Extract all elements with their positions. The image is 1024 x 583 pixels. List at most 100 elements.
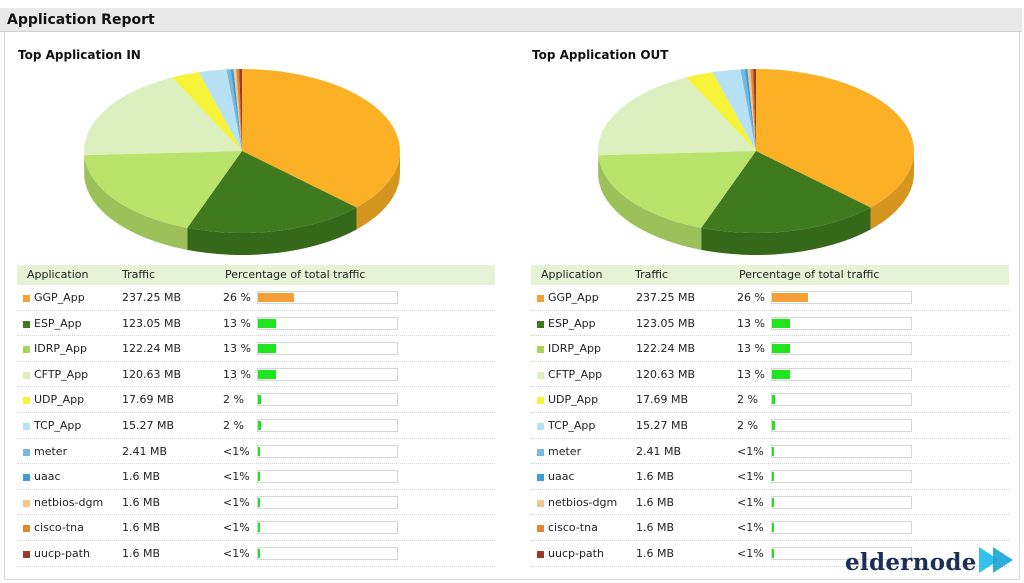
table-row: UDP_App 17.69 MB 2 %	[17, 387, 495, 413]
percentage-bar-fill	[772, 420, 775, 430]
pie-slice-uaac	[744, 69, 756, 151]
table-row: ESP_App 123.05 MB 13 %	[17, 311, 495, 337]
column-header-percentage: Percentage of total traffic	[739, 268, 880, 281]
percentage-text: 26 %	[223, 291, 251, 304]
pie-slice-idrp_app	[598, 151, 756, 228]
application-name: IDRP_App	[34, 342, 87, 356]
pie-chart-out	[596, 69, 916, 297]
table-row: netbios-dgm 1.6 MB <1%	[531, 490, 1009, 516]
eldernode-logo: eldernode	[845, 545, 1021, 579]
panel-top-application-out: Top Application OUT Application Traffic …	[518, 32, 1010, 578]
percentage-bar	[771, 393, 912, 407]
percentage-bar	[771, 444, 912, 458]
application-name: uaac	[548, 470, 575, 484]
table-row: uaac 1.6 MB <1%	[531, 464, 1009, 490]
pie-slice-meter	[226, 69, 242, 151]
report-title: Application Report	[7, 12, 155, 28]
percentage-bar-fill	[772, 318, 790, 328]
traffic-value: 122.24 MB	[122, 342, 182, 356]
legend-swatch	[537, 397, 544, 405]
application-name: uucp-path	[34, 546, 90, 560]
application-name: GGP_App	[34, 291, 85, 304]
application-name: IDRP_App	[548, 342, 601, 356]
legend-swatch	[537, 320, 544, 328]
percentage-bar	[257, 418, 398, 432]
pie-slice-side	[187, 207, 357, 255]
percentage-text: <1%	[737, 546, 764, 560]
pie-slice-esp_app	[701, 151, 871, 233]
traffic-value: 1.6 MB	[122, 546, 161, 560]
application-name: ESP_App	[34, 316, 82, 330]
table-row: cisco-tna 1.6 MB <1%	[531, 515, 1009, 541]
application-name: CFTP_App	[548, 367, 603, 381]
pie-slice-udp_app	[172, 72, 242, 151]
traffic-value: 1.6 MB	[636, 521, 675, 535]
percentage-text: <1%	[223, 546, 250, 560]
table-row: GGP_App 237.25 MB 26 %	[17, 285, 495, 311]
percentage-bar-fill	[772, 472, 774, 482]
legend-swatch	[537, 422, 544, 430]
percentage-bar-fill	[772, 548, 774, 558]
percentage-text: 13 %	[223, 367, 251, 381]
percentage-bar-fill	[258, 293, 294, 302]
column-header-traffic: Traffic	[635, 268, 669, 281]
panel-title: Top Application IN	[18, 48, 141, 62]
percentage-bar	[257, 546, 398, 560]
traffic-value: 15.27 MB	[636, 418, 689, 432]
legend-swatch	[537, 550, 544, 558]
legend-swatch	[537, 295, 544, 302]
traffic-value: 120.63 MB	[122, 367, 182, 381]
pie-slice-netbios-dgm	[747, 69, 756, 151]
table-row: IDRP_App 122.24 MB 13 %	[531, 336, 1009, 362]
legend-swatch	[23, 397, 30, 405]
pie-slice-side	[598, 155, 702, 250]
pie-slice-esp_app	[187, 151, 357, 233]
pie-slice-ggp_app	[242, 69, 400, 208]
application-name: netbios-dgm	[34, 495, 104, 509]
percentage-bar-fill	[772, 446, 774, 456]
table-row: TCP_App 15.27 MB 2 %	[531, 413, 1009, 439]
legend-swatch	[23, 346, 30, 354]
table-row: meter 2.41 MB <1%	[531, 439, 1009, 465]
legend-swatch	[537, 448, 544, 456]
percentage-bar	[771, 367, 912, 381]
legend-swatch	[23, 525, 30, 533]
percentage-text: 2 %	[737, 418, 758, 432]
legend-swatch	[23, 422, 30, 430]
legend-swatch	[23, 550, 30, 558]
percentage-bar	[771, 291, 912, 304]
percentage-bar	[257, 495, 398, 509]
percentage-text: <1%	[737, 470, 764, 484]
application-name: TCP_App	[548, 418, 596, 432]
percentage-bar	[771, 342, 912, 356]
percentage-text: <1%	[737, 521, 764, 535]
percentage-bar	[257, 316, 398, 330]
application-name: cisco-tna	[34, 521, 84, 535]
pie-slice-idrp_app	[84, 151, 242, 228]
pie-slice-side	[701, 207, 871, 255]
percentage-text: <1%	[223, 521, 250, 535]
percentage-text: <1%	[223, 495, 250, 509]
percentage-bar-fill	[258, 369, 276, 379]
percentage-bar	[771, 521, 912, 535]
traffic-value: 1.6 MB	[122, 521, 161, 535]
application-name: GGP_App	[548, 291, 599, 304]
column-header-application: Application	[27, 268, 89, 281]
percentage-bar	[771, 546, 912, 560]
application-table-out: Application Traffic Percentage of total …	[531, 265, 1009, 567]
application-name: ESP_App	[548, 316, 596, 330]
percentage-bar-fill	[772, 293, 808, 302]
play-arrows-icon	[979, 547, 1013, 573]
percentage-bar-fill	[258, 344, 276, 354]
column-header-percentage: Percentage of total traffic	[225, 268, 366, 281]
traffic-value: 122.24 MB	[636, 342, 696, 356]
traffic-value: 1.6 MB	[122, 470, 161, 484]
table-row: uaac 1.6 MB <1%	[17, 464, 495, 490]
table-row: ESP_App 123.05 MB 13 %	[531, 311, 1009, 337]
table-row: meter 2.41 MB <1%	[17, 439, 495, 465]
percentage-bar	[257, 393, 398, 407]
percentage-text: 13 %	[737, 342, 765, 356]
percentage-text: 2 %	[223, 418, 244, 432]
percentage-text: <1%	[223, 470, 250, 484]
percentage-bar-fill	[258, 472, 260, 482]
